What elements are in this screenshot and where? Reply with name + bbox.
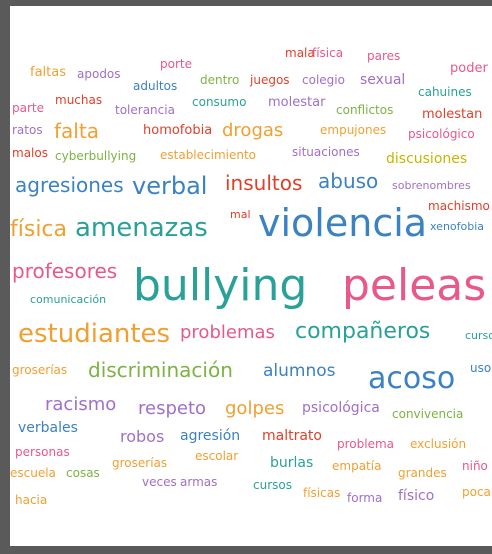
word: peleas [342, 260, 486, 311]
word: groserías [112, 456, 167, 470]
word: abuso [318, 169, 378, 193]
word: colegio [302, 73, 345, 87]
word: empatía [332, 459, 381, 473]
word: grandes [398, 466, 447, 480]
word: porte [160, 57, 192, 71]
word: tolerancia [115, 103, 175, 117]
word: xenofobia [430, 220, 484, 233]
word: armas [180, 475, 217, 489]
word: situaciones [292, 145, 360, 159]
word: psicológica [302, 400, 380, 416]
word: compañeros [295, 319, 430, 344]
word: cyberbullying [55, 149, 136, 163]
word: agresiones [15, 173, 124, 197]
word: establecimiento [160, 148, 256, 162]
word: comunicación [30, 293, 106, 306]
word: conflictos [336, 103, 393, 117]
word: física [312, 46, 343, 60]
word: muchas [55, 93, 102, 107]
word: cosas [66, 466, 100, 480]
word: maltrato [262, 428, 322, 444]
word: burlas [270, 455, 313, 471]
word: molestan [422, 107, 482, 122]
word: cahuines [418, 85, 472, 99]
word: apodos [77, 67, 121, 81]
cloud-background [10, 6, 492, 546]
word: violencia [258, 201, 427, 245]
word: adultos [133, 79, 177, 93]
word: malos [12, 146, 48, 160]
word: psicológico [408, 127, 475, 141]
word: groserías [12, 363, 67, 377]
word: sobrenombres [392, 179, 471, 192]
word: golpes [225, 398, 284, 419]
word: drogas [222, 120, 283, 141]
word: racismo [45, 394, 116, 415]
word: poder [450, 61, 488, 76]
word: dentro [200, 73, 239, 87]
word: uso [470, 361, 491, 375]
word: bullying [133, 260, 307, 311]
word: poca [462, 485, 491, 499]
word: agresión [180, 428, 240, 444]
word: insultos [225, 171, 302, 195]
word: exclusión [410, 437, 466, 451]
word: sexual [360, 72, 405, 88]
word: amenazas [75, 213, 208, 243]
word: pares [367, 49, 400, 63]
word: molestar [268, 95, 326, 110]
word: verbales [18, 420, 78, 436]
word: falta [54, 119, 99, 143]
word: empujones [320, 123, 386, 137]
word: forma [347, 491, 382, 505]
word: discriminación [88, 358, 233, 382]
word: ratos [12, 123, 43, 137]
word: mal [230, 208, 251, 221]
word: hacia [15, 493, 47, 507]
word: robos [120, 427, 164, 446]
word: acoso [368, 361, 455, 396]
word: profesores [12, 259, 117, 283]
word: problemas [180, 322, 275, 343]
word: personas [15, 445, 70, 459]
word: físico [398, 488, 434, 504]
word: cursos [253, 478, 292, 492]
word: verbal [132, 172, 207, 200]
word: niño [462, 459, 488, 473]
word: físicas [303, 486, 340, 500]
word: discusiones [386, 151, 467, 167]
word: alumnos [263, 361, 336, 381]
word: consumo [192, 95, 246, 109]
word: escolar [195, 449, 238, 463]
word: juegos [249, 73, 290, 87]
word: convivencia [392, 407, 463, 421]
word: veces [142, 475, 177, 489]
word: homofobia [143, 123, 212, 138]
word: parte [12, 101, 44, 115]
word: mala [285, 46, 315, 60]
word: física [10, 217, 67, 242]
word: respeto [138, 398, 206, 419]
word: problema [337, 437, 394, 451]
word: faltas [30, 65, 66, 80]
word: escuela [10, 466, 56, 480]
word: curso [465, 329, 492, 342]
word: estudiantes [18, 319, 170, 349]
word: machismo [428, 199, 490, 213]
